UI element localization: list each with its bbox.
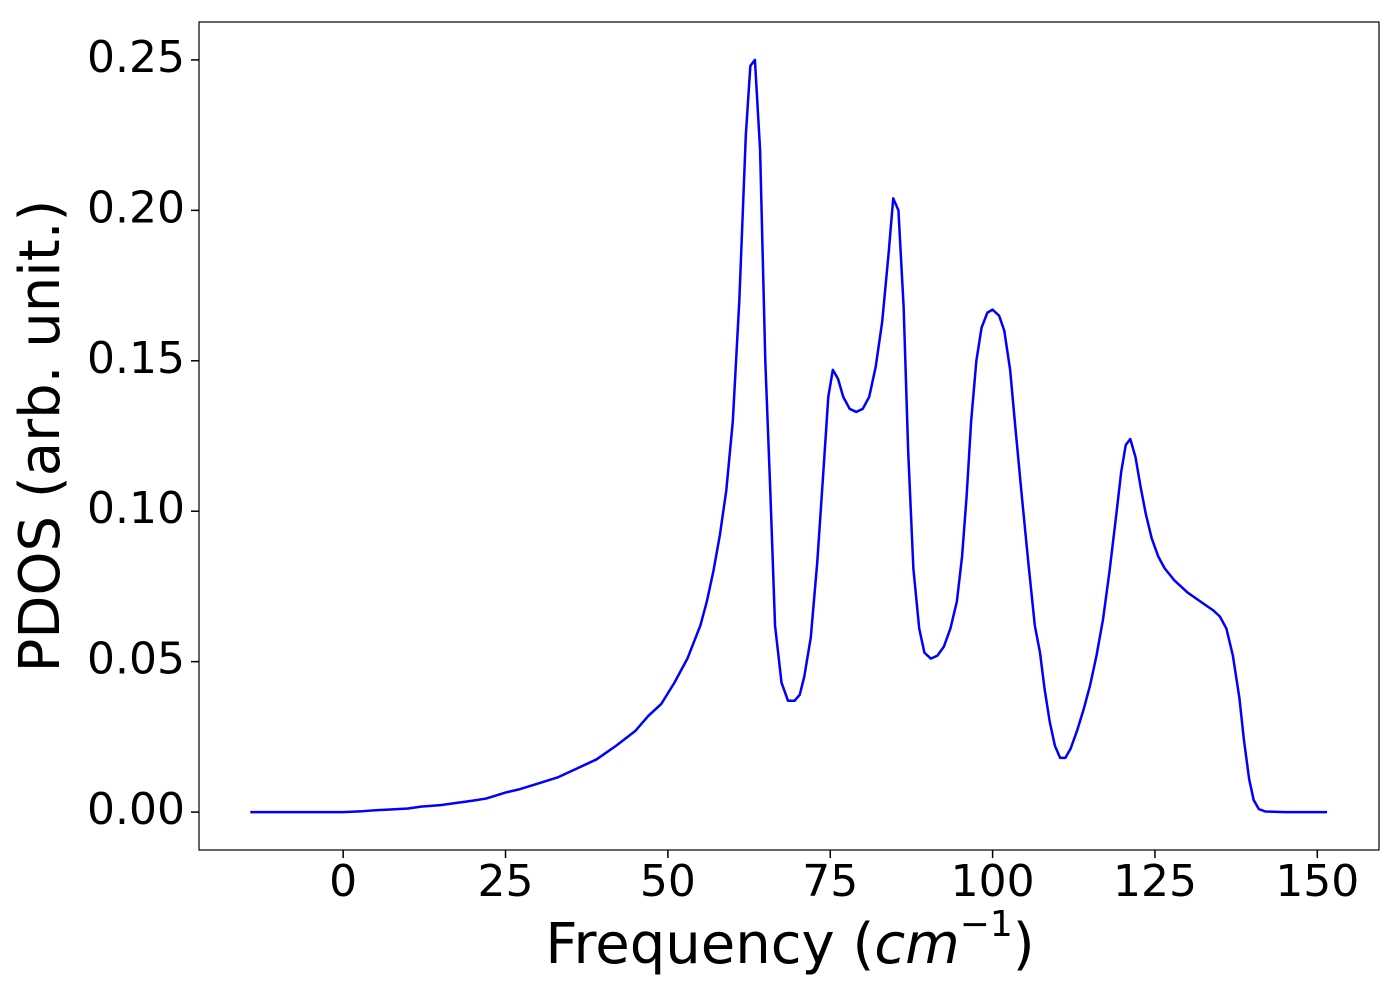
y-tick-label: 0.05 [87,634,185,685]
y-tick-label: 0.10 [87,483,185,534]
x-tick-label: 50 [640,856,696,907]
x-tick-label: 75 [802,856,858,907]
x-tick-label: 125 [1113,856,1197,907]
x-axis-label: Frequency (cm−1) [545,904,1034,977]
x-tick-label: 100 [951,856,1035,907]
x-tick-label: 0 [329,856,357,907]
x-tick-label: 25 [478,856,534,907]
y-tick-label: 0.20 [87,182,185,233]
y-tick-label: 0.15 [87,333,185,384]
data-line [250,58,1328,814]
y-tick-label: 0.25 [87,32,185,83]
x-tick-label: 150 [1275,856,1359,907]
plot-frame [198,21,1380,851]
y-tick-label: 0.00 [87,784,185,835]
y-axis-label: PDOS (arb. unit.) [8,200,73,673]
